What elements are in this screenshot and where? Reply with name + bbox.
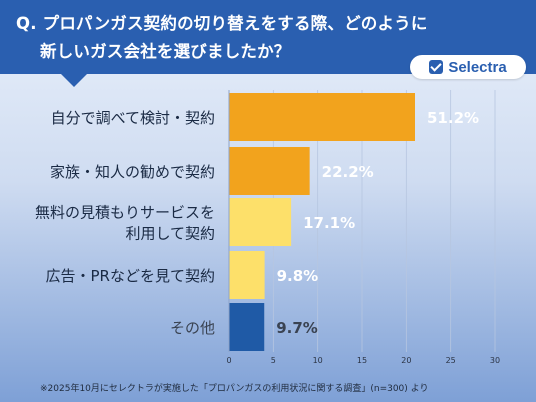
x-tick-label-6: 30 xyxy=(490,356,500,365)
category-label-3-0: 広告・PRなどを見て契約 xyxy=(46,267,215,285)
x-tick-label-1: 5 xyxy=(271,356,276,365)
x-tick-label-4: 20 xyxy=(401,356,411,365)
check-box-icon xyxy=(429,60,444,74)
survey-footnote: ※2025年10月にセレクトラが実施した「プロパンガスの利用状況に関する調査」(… xyxy=(40,384,429,394)
logo-text: Selectra xyxy=(448,58,507,76)
value-label-0: 51.2% xyxy=(427,109,479,127)
x-tick-label-0: 0 xyxy=(226,356,231,365)
bar-2 xyxy=(229,198,292,246)
category-label-2-0: 無料の見積もりサービスを xyxy=(35,204,215,222)
category-label-0-0: 自分で調べて検討・契約 xyxy=(51,109,215,127)
bar-1 xyxy=(229,147,310,195)
category-label-1-0: 家族・知人の勧めで契約 xyxy=(50,163,215,181)
question-title-line2: 新しいガス会社を選びましたか？ xyxy=(40,42,291,61)
x-tick-label-2: 10 xyxy=(313,356,323,365)
banner-pointer xyxy=(60,73,88,87)
bar-0 xyxy=(229,93,415,141)
category-label-4-0: その他 xyxy=(170,319,215,337)
value-label-2: 17.1% xyxy=(303,214,355,232)
value-label-4: 9.7% xyxy=(276,319,318,337)
question-title-line1: Q. プロパンガス契約の切り替えをする際、どのように xyxy=(16,14,428,33)
selectra-logo: Selectra xyxy=(410,55,526,79)
bar-3 xyxy=(229,251,265,299)
header-banner: Q. プロパンガス契約の切り替えをする際、どのように 新しいガス会社を選びました… xyxy=(0,0,536,74)
value-label-1: 22.2% xyxy=(322,163,374,181)
x-tick-label-3: 15 xyxy=(357,356,367,365)
x-tick-label-5: 25 xyxy=(446,356,456,365)
category-label-2-1: 利用して契約 xyxy=(125,225,215,243)
bar-4 xyxy=(229,303,265,351)
value-label-3: 9.8% xyxy=(277,267,319,285)
